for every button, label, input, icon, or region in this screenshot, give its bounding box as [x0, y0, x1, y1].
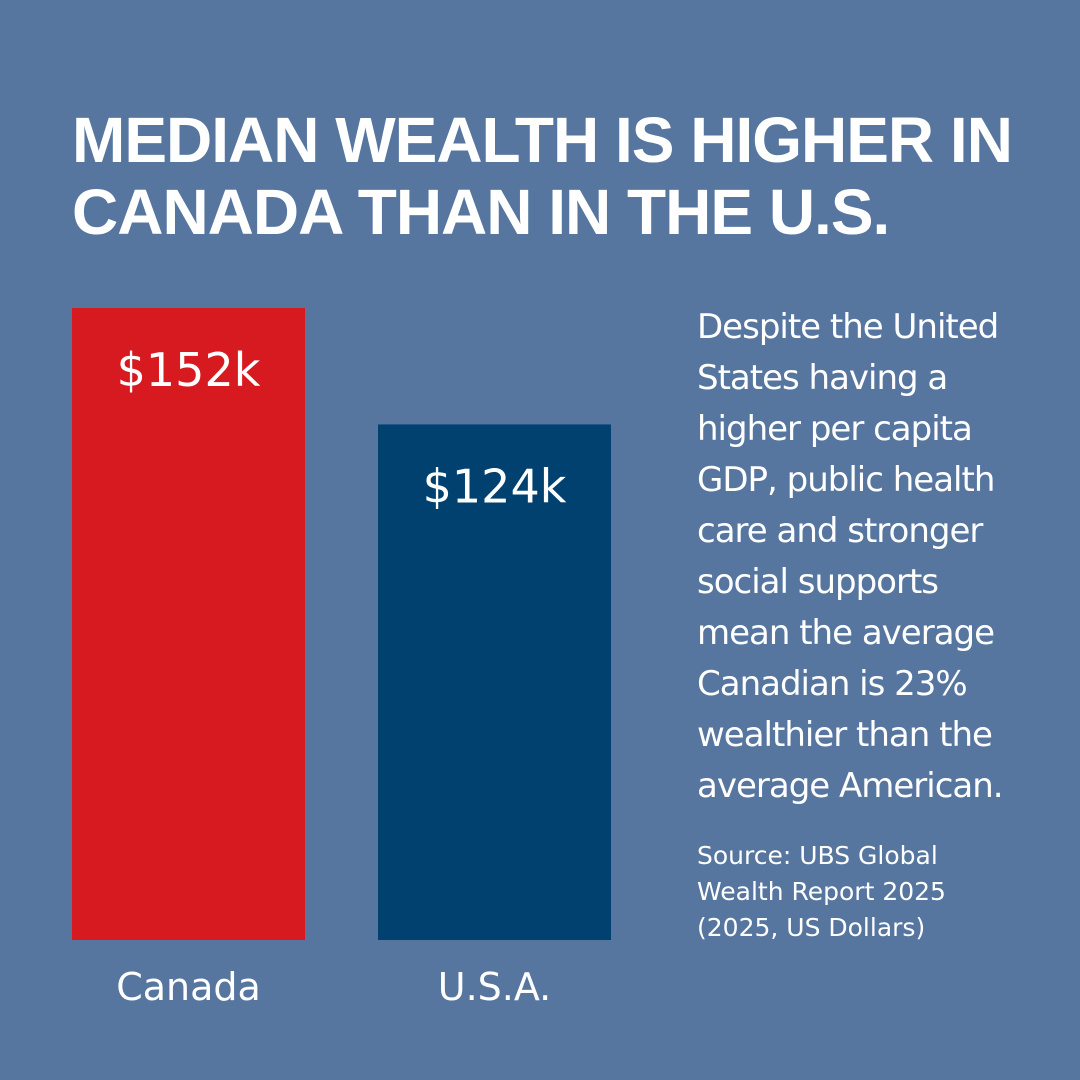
- chart-title: MEDIAN WEALTH IS HIGHER IN CANADA THAN I…: [72, 104, 1013, 248]
- x-tick-label: U.S.A.: [438, 965, 552, 1009]
- value-label: $152k: [117, 343, 261, 397]
- x-tick-label: Canada: [116, 965, 261, 1009]
- description: Despite the United States having a highe…: [697, 307, 1004, 806]
- source-note: Source: UBS Global Wealth Report 2025 (2…: [697, 841, 946, 942]
- bar: [72, 308, 305, 940]
- value-label: $124k: [423, 459, 567, 513]
- bar: [378, 424, 611, 941]
